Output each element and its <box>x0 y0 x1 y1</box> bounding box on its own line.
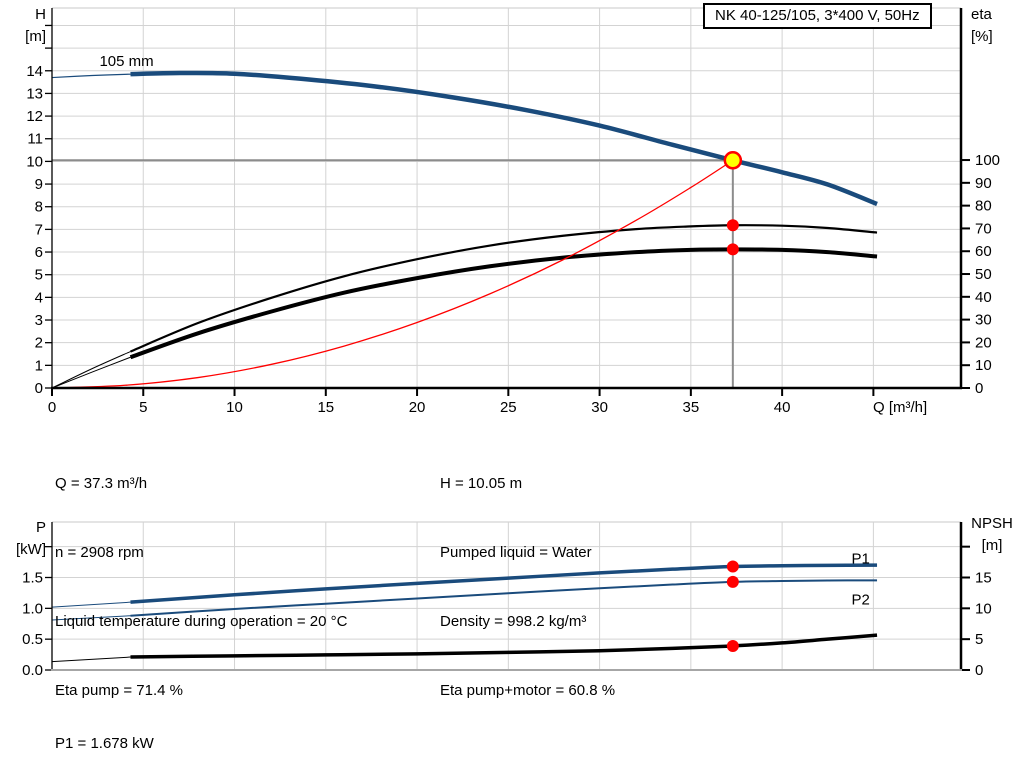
right-axis-tick-label: 60 <box>975 243 992 260</box>
x-axis-tick-label: 5 <box>139 399 147 416</box>
info-line: H = 10.05 m <box>440 475 523 492</box>
left-axis-tick-label: 11 <box>27 131 43 148</box>
left-axis-tick-label: 5 <box>35 267 43 284</box>
p1-lead <box>51 601 131 608</box>
npsh-point <box>726 639 739 652</box>
right-axis-tick-label: 15 <box>975 570 992 587</box>
right-axis-tick-label: 10 <box>975 600 992 617</box>
h-curve-105mm <box>130 70 878 207</box>
p2-curve <box>130 579 878 617</box>
h-curve-lead <box>51 73 131 79</box>
h-axis-unit: [m] <box>25 28 46 45</box>
right-axis-tick-label: 50 <box>975 266 992 283</box>
p1-curve <box>130 563 878 604</box>
right-axis-tick-label: 80 <box>975 198 992 215</box>
info-line: Density = 998.2 kg/m³ <box>440 613 587 630</box>
right-axis-tick-label: 0 <box>975 662 983 679</box>
p2-label: P2 <box>851 592 869 609</box>
eta-axis-symbol: eta <box>971 6 992 23</box>
right-axis-tick-label: 30 <box>975 312 992 329</box>
p2-lead <box>51 615 131 621</box>
p-axis-unit: [kW] <box>16 541 46 558</box>
eta-axis-title: eta [%] <box>971 4 993 48</box>
h-axis-title: H [m] <box>0 4 46 48</box>
x-axis-tick-label: 0 <box>48 399 56 416</box>
eta-axis-unit: [%] <box>971 28 993 45</box>
pump-designation-box: NK 40-125/105, 3*400 V, 50Hz <box>703 3 932 29</box>
npsh-axis-unit: [m] <box>981 537 1003 554</box>
left-axis-tick-label: 1.0 <box>22 600 43 617</box>
x-axis-tick-label: 40 <box>774 399 791 416</box>
left-axis-tick-label: 2 <box>35 335 43 352</box>
eta-pump-motor-lead <box>51 356 131 389</box>
system-curve <box>51 159 734 389</box>
left-axis-tick-label: 14 <box>26 63 43 80</box>
left-axis-tick-label: 0.5 <box>22 631 43 648</box>
left-axis-tick-label: 9 <box>35 176 43 193</box>
eta-pump-lead <box>51 351 131 389</box>
right-axis-tick-label: 5 <box>975 631 983 648</box>
eta-pump-point <box>726 219 739 232</box>
info-line: Q = 37.3 m³/h <box>55 475 148 492</box>
info-line: Pumped liquid = Water <box>440 544 592 561</box>
info-line: P1 = 1.678 kW <box>55 735 154 752</box>
right-axis-tick-label: 100 <box>975 152 1000 169</box>
info-line: Liquid temperature during operation = 20… <box>55 613 348 630</box>
left-axis-tick-label: 12 <box>26 108 43 125</box>
left-axis-tick-label: 0.0 <box>22 662 43 679</box>
x-axis-tick-label: 35 <box>683 399 700 416</box>
eta-pump-motor-point <box>726 243 739 256</box>
npsh-axis-symbol: NPSH <box>971 515 1013 532</box>
p1-point <box>726 560 739 573</box>
right-axis-tick-label: 40 <box>975 289 992 306</box>
p-axis-symbol: P <box>35 519 46 536</box>
x-axis-tick-label: 15 <box>317 399 334 416</box>
p-axis-title: P [kW] <box>0 517 46 561</box>
right-axis-tick-label: 10 <box>975 357 992 374</box>
left-axis-tick-label: 1.5 <box>22 570 43 587</box>
npsh-lead <box>51 656 131 663</box>
x-axis-tick-label: 10 <box>226 399 243 416</box>
duty-info-right: H = 10.05 m Pumped liquid = Water Densit… <box>440 426 615 725</box>
right-axis-tick-label: 90 <box>975 175 992 192</box>
p1-label: P1 <box>851 550 869 567</box>
info-line: Eta pump = 71.4 % <box>55 682 183 699</box>
right-axis-tick-label: 70 <box>975 220 992 237</box>
left-axis-tick-label: 4 <box>35 289 43 306</box>
left-axis-tick-label: 7 <box>35 221 43 238</box>
left-axis-tick-label: 13 <box>26 85 43 102</box>
operating-point <box>723 151 743 170</box>
npsh-axis-title: NPSH [m] <box>966 513 1018 557</box>
info-line: n = 2908 rpm <box>55 544 144 561</box>
x-axis-tick-label: 30 <box>591 399 608 416</box>
power-info: P1 = 1.678 kW P2 = 1.429 kW NPSH = 3.9 m… <box>55 686 397 781</box>
q-axis-title: Q [m³/h] <box>873 399 928 416</box>
eta-pump <box>130 224 878 353</box>
p2-point <box>726 575 739 588</box>
left-axis-tick-label: 6 <box>35 244 43 261</box>
left-axis-tick-label: 0 <box>35 380 43 397</box>
impeller-label: 105 mm <box>99 53 153 70</box>
left-axis-tick-label: 10 <box>26 153 43 170</box>
x-axis-tick-label: 20 <box>409 399 426 416</box>
npsh-curve <box>130 633 878 659</box>
right-axis-tick-label: 20 <box>975 334 992 351</box>
right-axis-tick-label: 0 <box>975 380 983 397</box>
duty-info-left: Q = 37.3 m³/h n = 2908 rpm Liquid temper… <box>55 426 347 725</box>
x-axis-tick-label: 25 <box>500 399 517 416</box>
left-axis-tick-label: 3 <box>35 312 43 329</box>
info-line: Eta pump+motor = 60.8 % <box>440 682 616 699</box>
eta-pump-motor <box>129 247 878 360</box>
left-axis-tick-label: 8 <box>35 199 43 216</box>
pump-designation-label: NK 40-125/105, 3*400 V, 50Hz <box>715 7 920 24</box>
h-axis-symbol: H <box>35 6 46 23</box>
left-axis-tick-label: 1 <box>35 357 43 374</box>
